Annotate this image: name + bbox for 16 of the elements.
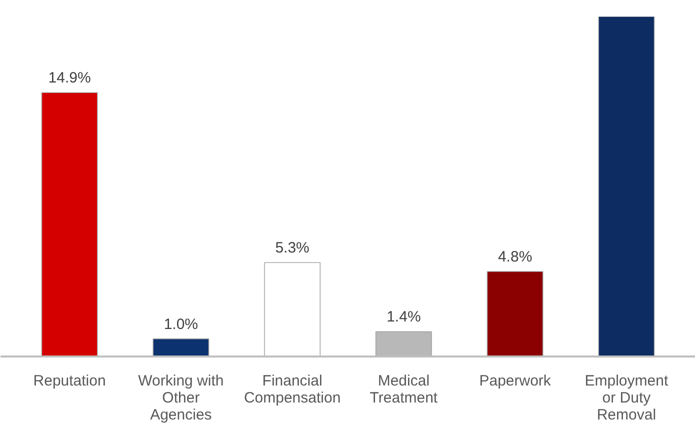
bar: [264, 262, 321, 356]
x-tick-label: Medical Treatment: [370, 372, 438, 406]
x-tick-label: Financial Compensation: [244, 372, 341, 406]
data-label: 5.3%: [275, 240, 310, 257]
data-label: 4.8%: [498, 248, 532, 266]
data-label: 1.4%: [386, 308, 421, 326]
bar: [598, 16, 655, 356]
bar: [41, 92, 98, 356]
bar: [486, 271, 544, 356]
data-label: 14.9%: [48, 70, 91, 87]
bar: [152, 338, 210, 356]
x-tick-label: Employment or Duty Removal: [584, 372, 669, 424]
x-tick-label: Working with Other Agencies: [138, 372, 224, 424]
x-tick-label: Paperwork: [479, 372, 552, 390]
data-label: 1.0%: [164, 316, 198, 333]
x-tick-label: Reputation: [33, 372, 106, 390]
